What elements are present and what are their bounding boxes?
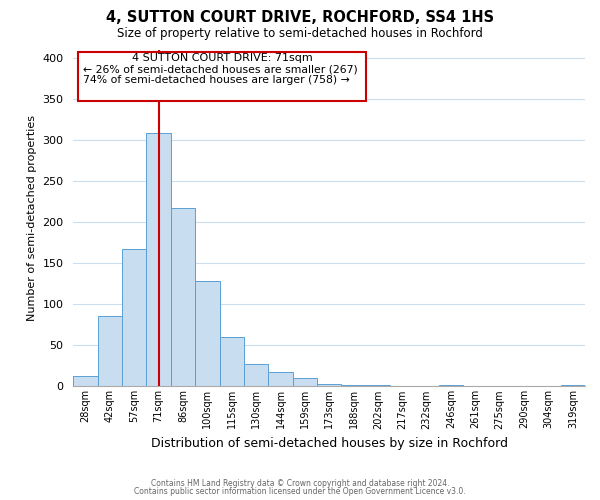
Bar xyxy=(439,384,463,386)
Bar xyxy=(341,384,366,386)
Bar xyxy=(366,384,390,386)
Bar xyxy=(317,384,341,386)
Text: Size of property relative to semi-detached houses in Rochford: Size of property relative to semi-detach… xyxy=(117,28,483,40)
Bar xyxy=(73,376,98,386)
Bar xyxy=(268,372,293,386)
Text: Contains public sector information licensed under the Open Government Licence v3: Contains public sector information licen… xyxy=(134,487,466,496)
Bar xyxy=(244,364,268,386)
Bar xyxy=(78,52,366,101)
Bar xyxy=(98,316,122,386)
Text: Contains HM Land Registry data © Crown copyright and database right 2024.: Contains HM Land Registry data © Crown c… xyxy=(151,478,449,488)
Bar xyxy=(122,250,146,386)
Bar xyxy=(195,280,220,386)
Bar xyxy=(171,208,195,386)
Bar xyxy=(560,384,585,386)
Bar xyxy=(220,337,244,386)
Text: 74% of semi-detached houses are larger (758) →: 74% of semi-detached houses are larger (… xyxy=(83,76,350,86)
Bar xyxy=(146,133,171,386)
Text: 4, SUTTON COURT DRIVE, ROCHFORD, SS4 1HS: 4, SUTTON COURT DRIVE, ROCHFORD, SS4 1HS xyxy=(106,10,494,25)
Text: ← 26% of semi-detached houses are smaller (267): ← 26% of semi-detached houses are smalle… xyxy=(83,65,358,75)
X-axis label: Distribution of semi-detached houses by size in Rochford: Distribution of semi-detached houses by … xyxy=(151,437,508,450)
Bar xyxy=(293,378,317,386)
Text: 4 SUTTON COURT DRIVE: 71sqm: 4 SUTTON COURT DRIVE: 71sqm xyxy=(131,54,313,64)
Y-axis label: Number of semi-detached properties: Number of semi-detached properties xyxy=(27,115,37,321)
